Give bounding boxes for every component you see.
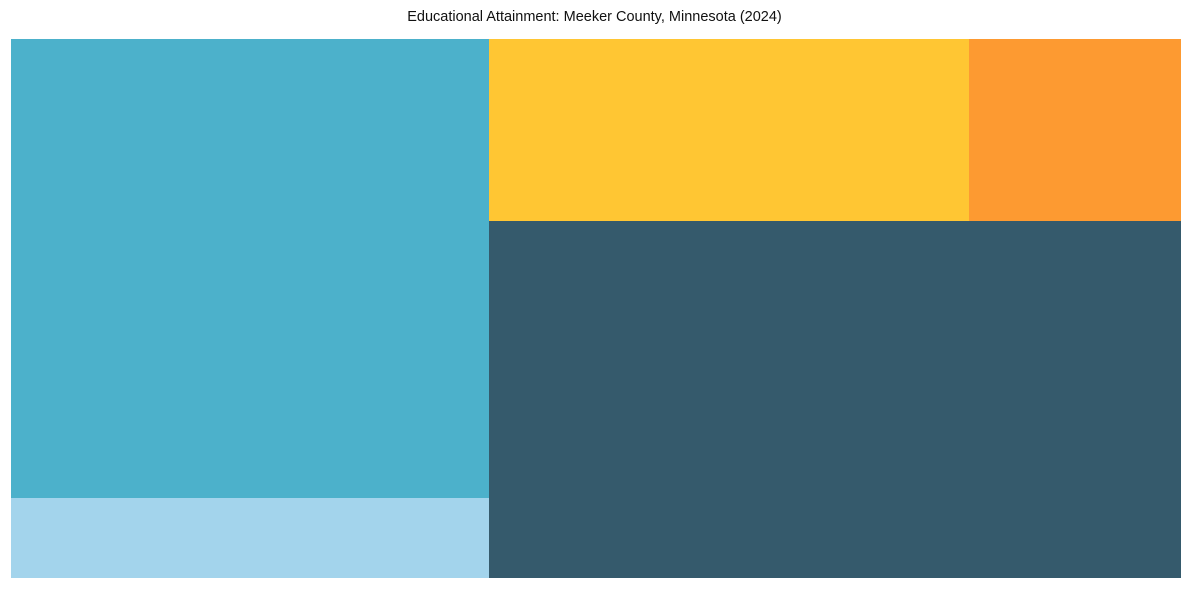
treemap-tile-2[interactable] [489,39,969,221]
treemap-tile-4[interactable] [489,221,1181,578]
treemap-plot-area [11,39,1181,578]
treemap-tile-5[interactable] [11,498,489,578]
treemap-tile-3[interactable] [969,39,1181,221]
treemap-tile-1[interactable] [11,39,489,498]
chart-title: Educational Attainment: Meeker County, M… [407,9,782,25]
